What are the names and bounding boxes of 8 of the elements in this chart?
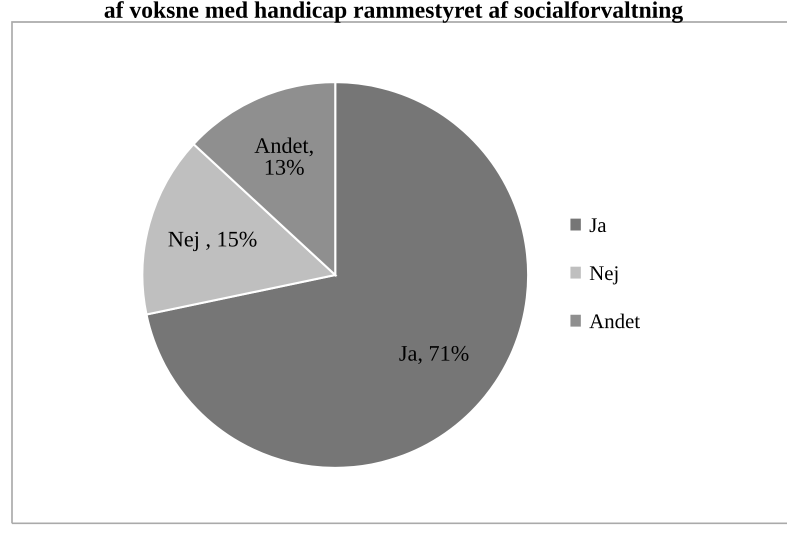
data-label: Nej , 15% (168, 232, 257, 252)
data-label: Ja, 71% (399, 346, 468, 364)
legend-label: Andet (589, 314, 640, 328)
data-label: Andet, 13% (254, 137, 313, 175)
legend-label: Nej (590, 266, 618, 284)
chart-title: af voksne med handicap rammestyret af socialforvaltning (104, 1, 683, 23)
legend-label: Ja (590, 218, 606, 232)
pie-slice (145, 81, 530, 469)
